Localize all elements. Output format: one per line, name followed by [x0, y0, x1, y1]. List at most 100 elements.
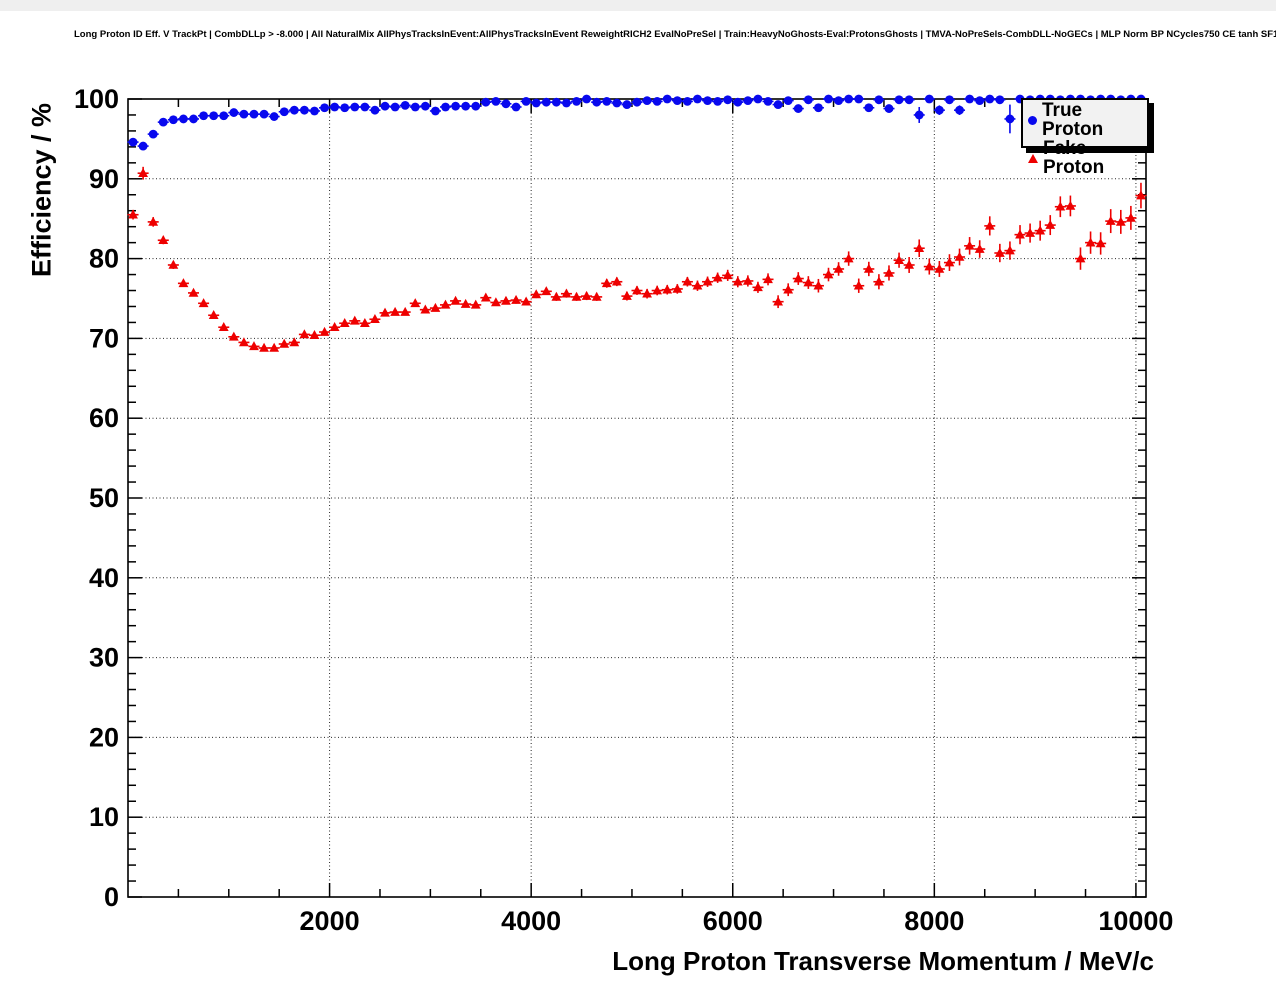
true-proton-point [491, 96, 501, 106]
legend[interactable]: True Proton Fake Proton [1021, 98, 1149, 177]
fake-proton-point [1125, 212, 1136, 222]
true-proton-point [481, 97, 491, 107]
true-proton-point [209, 111, 219, 121]
true-proton-point [803, 95, 813, 105]
true-proton-point [269, 112, 279, 121]
fake-proton-point [208, 310, 219, 320]
legend-item-fake-proton[interactable]: Fake Proton [1028, 139, 1147, 177]
x-axis-title: Long Proton Transverse Momentum / MeV/c [612, 946, 1154, 976]
fake-proton-point [1075, 253, 1086, 263]
fake-proton-point [370, 314, 380, 324]
fake-proton-point [1015, 229, 1025, 239]
fake-proton-point [753, 282, 763, 292]
fake-proton-point [964, 240, 975, 250]
true-proton-point [531, 98, 541, 108]
fake-proton-point [1005, 245, 1015, 255]
true-proton-point [874, 95, 884, 105]
true-proton-point [259, 109, 269, 119]
fake-proton-point [521, 296, 532, 306]
fake-proton-point [712, 272, 723, 282]
true-proton-point [995, 95, 1005, 105]
fake-proton-point [1115, 216, 1126, 226]
y-tick-label: 90 [89, 164, 119, 194]
true-proton-point [350, 102, 360, 112]
fake-proton-point [319, 326, 330, 336]
series-true-proton [127, 94, 1147, 151]
true-proton-point [128, 137, 138, 147]
y-tick-label: 70 [89, 323, 119, 353]
fake-proton-point [279, 338, 290, 348]
true-proton-point [299, 105, 309, 115]
fake-proton-point [480, 292, 491, 302]
plot-title: Long Proton ID Eff. V TrackPt | CombDLLp… [74, 29, 1276, 40]
fake-proton-point [702, 276, 713, 286]
true-proton-point [219, 111, 229, 121]
x-tick-label: 2000 [300, 906, 360, 936]
true-proton-point [975, 96, 985, 105]
fake-proton-point [823, 269, 834, 279]
fake-proton-point [1025, 227, 1035, 237]
true-proton-point [592, 97, 602, 107]
fake-proton-point [188, 287, 199, 297]
fake-proton-point [853, 280, 864, 290]
true-proton-point [753, 94, 763, 104]
true-proton-point [884, 104, 894, 113]
true-proton-point [743, 96, 753, 105]
true-proton-point [622, 100, 632, 109]
fake-proton-point [1105, 215, 1116, 225]
fake-proton-point [773, 296, 784, 306]
true-proton-point [894, 95, 904, 105]
fake-proton-point [763, 274, 773, 284]
fake-proton-point [732, 276, 743, 286]
true-proton-point [511, 102, 521, 112]
fake-proton-point [581, 290, 592, 300]
fake-proton-point [974, 243, 985, 253]
true-proton-point [934, 105, 944, 115]
fake-proton-point [722, 270, 733, 280]
fake-proton-point [1095, 238, 1106, 248]
true-proton-point [148, 129, 158, 139]
y-tick-label: 30 [89, 643, 119, 673]
fake-proton-point [218, 322, 229, 332]
x-tick-label: 6000 [703, 906, 763, 936]
window-chrome-edge [0, 0, 1276, 11]
fake-proton-point [793, 273, 804, 283]
fake-proton-point [551, 291, 562, 301]
fake-proton-point [511, 294, 521, 304]
true-proton-point [642, 96, 652, 105]
fake-proton-point [460, 298, 471, 308]
fake-proton-point [128, 209, 138, 219]
fake-proton-point [249, 341, 259, 351]
true-proton-marker-icon [1028, 115, 1037, 125]
fake-proton-point [359, 318, 370, 328]
true-proton-point [370, 105, 380, 115]
true-proton-point [844, 94, 854, 104]
fake-proton-point [420, 304, 431, 314]
fake-proton-point [682, 276, 693, 286]
fake-proton-point [742, 275, 753, 285]
true-proton-point [340, 103, 350, 113]
x-tick-label: 8000 [904, 906, 964, 936]
true-proton-point [551, 97, 561, 107]
true-proton-point [501, 99, 511, 109]
true-proton-point [955, 105, 964, 115]
true-proton-point [814, 103, 823, 113]
fake-proton-point [531, 289, 542, 299]
true-proton-point [158, 117, 168, 127]
true-proton-point [441, 102, 450, 112]
true-proton-point [521, 96, 531, 106]
legend-item-true-proton[interactable]: True Proton [1028, 101, 1147, 139]
true-proton-point [914, 110, 924, 120]
fake-proton-point [803, 277, 814, 287]
true-proton-point [763, 96, 773, 106]
true-proton-point [1005, 114, 1015, 124]
true-proton-point [420, 101, 430, 111]
data-series [127, 94, 1147, 352]
x-tick-label: 10000 [1098, 906, 1173, 936]
true-proton-point [924, 94, 934, 104]
fake-proton-point [470, 299, 481, 309]
true-proton-point [390, 102, 400, 112]
true-proton-point [824, 94, 833, 104]
fake-proton-point [924, 261, 935, 271]
fake-proton-point [894, 254, 904, 264]
